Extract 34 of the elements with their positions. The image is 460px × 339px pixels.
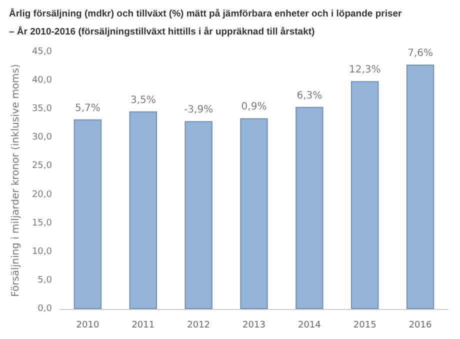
y-tick-label: 25,0 xyxy=(32,161,52,172)
bar xyxy=(74,119,102,309)
chart-title: Årlig försäljning (mdkr) och tillväxt (%) mätt på jämförbara enheter och i löpande priser xyxy=(9,8,402,20)
y-tick-label: 30,0 xyxy=(32,132,52,143)
bar xyxy=(240,118,268,309)
y-tick-label: 15,0 xyxy=(32,218,52,228)
x-tick-label: 2016 xyxy=(408,320,432,330)
y-axis-title: Försäljning i miljarder kronor (inklusive moms) xyxy=(10,64,22,297)
annotation: -3,9% xyxy=(184,104,214,116)
y-tick-label: 20,0 xyxy=(32,190,52,200)
x-tick-label: 2015 xyxy=(353,320,376,330)
x-tick-label: 2010 xyxy=(76,320,100,330)
bar xyxy=(184,121,212,309)
y-tick-label: 40,0 xyxy=(32,76,52,86)
annotation: 5,7% xyxy=(75,102,100,114)
y-tick-label: 0,0 xyxy=(38,304,52,314)
bar xyxy=(351,81,379,309)
x-tick-label: 2014 xyxy=(298,320,322,330)
y-tick-label: 5,0 xyxy=(38,275,52,286)
y-tick-label: 45,0 xyxy=(32,47,52,57)
annotation: 7,6% xyxy=(408,48,433,60)
x-tick-label: 2011 xyxy=(132,320,155,330)
bar xyxy=(129,111,157,309)
annotation: 12,3% xyxy=(348,64,381,76)
chart-subtitle: – År 2010-2016 (försäljningstillväxt hittills i år uppräknad till årstakt) xyxy=(9,26,315,38)
annotation: 0,9% xyxy=(241,102,267,113)
bar xyxy=(296,106,324,309)
x-tick-label: 2012 xyxy=(187,320,210,330)
annotation: 3,5% xyxy=(130,94,156,106)
y-tick-label: 10,0 xyxy=(32,246,52,257)
bar xyxy=(406,64,434,309)
annotation: 6,3% xyxy=(296,90,322,102)
x-tick-label: 2013 xyxy=(242,320,266,330)
y-tick-label: 35,0 xyxy=(32,104,52,114)
